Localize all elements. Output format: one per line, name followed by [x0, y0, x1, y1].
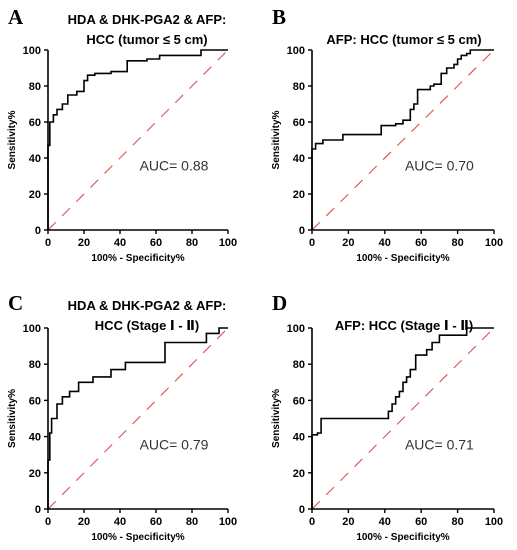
- panel-b: B AFP: HCC (tumor ≤ 5 cm) 0 20 40 60 80 100 0 20 4…: [271, 5, 503, 264]
- x-tick-label: 20: [342, 516, 354, 528]
- y-tick-label: 0: [299, 504, 305, 516]
- x-axis-label: 100% - Specificity%: [356, 253, 449, 264]
- panel-title-line: HDA & DHK-PGA2 & AFP:: [68, 298, 227, 313]
- x-tick-label: 40: [379, 516, 391, 528]
- auc-annotation: AUC= 0.79: [140, 436, 209, 452]
- y-axis-label: Sensitivity%: [7, 110, 18, 169]
- y-tick-label: 20: [293, 468, 305, 480]
- y-tick-label: 80: [293, 359, 305, 371]
- reference-diagonal: [47, 327, 229, 510]
- y-axis-label: Sensitivity%: [7, 389, 18, 448]
- x-tick-label: 40: [114, 237, 126, 249]
- reference-diagonal: [47, 49, 229, 231]
- roc-curve: [47, 327, 228, 509]
- y-tick-label: 100: [23, 323, 41, 335]
- auc-annotation: AUC= 0.71: [405, 436, 474, 452]
- panel-letter: A: [8, 5, 24, 29]
- x-tick-label: 0: [309, 516, 315, 528]
- panel-letter: D: [272, 291, 287, 315]
- panel-title-line: AFP: HCC (tumor ≤ 5 cm): [326, 32, 481, 47]
- y-axis-label: Sensitivity%: [271, 389, 282, 448]
- y-tick-label: 20: [29, 468, 41, 480]
- x-tick-label: 100: [485, 237, 503, 249]
- x-tick-label: 0: [45, 237, 51, 249]
- reference-diagonal: [311, 49, 495, 231]
- x-tick-label: 20: [78, 237, 90, 249]
- x-axis-label: 100% - Specificity%: [91, 532, 184, 543]
- x-tick-label: 100: [219, 237, 237, 249]
- y-axis-label: Sensitivity%: [271, 110, 282, 169]
- panel-c: C HDA & DHK-PGA2 & AFP: HCC (Stage Ⅰ - Ⅱ) 0…: [7, 291, 237, 543]
- x-tick-label: 60: [150, 237, 162, 249]
- y-tick-label: 40: [293, 432, 305, 444]
- y-tick-label: 60: [293, 117, 305, 129]
- x-tick-label: 80: [451, 237, 463, 249]
- auc-annotation: AUC= 0.70: [405, 158, 474, 174]
- y-tick-label: 40: [29, 432, 41, 444]
- y-tick-label: 40: [29, 153, 41, 165]
- x-axis-label: 100% - Specificity%: [356, 532, 449, 543]
- y-tick-label: 80: [293, 81, 305, 93]
- panel-d: D AFP: HCC (Stage Ⅰ - Ⅱ) 0 20 40 60 80 100 0 20 40…: [271, 291, 503, 543]
- roc-curve: [47, 49, 228, 230]
- x-axis-label: 100% - Specificity%: [91, 253, 184, 264]
- x-tick-label: 40: [114, 516, 126, 528]
- y-tick-label: 80: [29, 359, 41, 371]
- panel-title-line: HDA & DHK-PGA2 & AFP:: [68, 12, 227, 27]
- y-tick-label: 80: [29, 81, 41, 93]
- y-tick-label: 40: [293, 153, 305, 165]
- x-tick-label: 80: [451, 516, 463, 528]
- x-tick-label: 100: [219, 516, 237, 528]
- x-tick-label: 60: [415, 516, 427, 528]
- x-tick-label: 20: [78, 516, 90, 528]
- x-tick-label: 60: [150, 516, 162, 528]
- y-tick-label: 100: [287, 45, 305, 57]
- y-tick-label: 100: [287, 323, 305, 335]
- y-tick-label: 60: [29, 395, 41, 407]
- panel-title-line: HCC (tumor ≤ 5 cm): [86, 32, 207, 47]
- x-tick-label: 0: [45, 516, 51, 528]
- y-tick-label: 0: [35, 504, 41, 516]
- y-tick-label: 0: [35, 225, 41, 237]
- roc-curve: [311, 49, 494, 230]
- y-tick-label: 20: [29, 189, 41, 201]
- panel-letter: B: [272, 5, 286, 29]
- roc-curve: [311, 327, 494, 509]
- y-tick-label: 100: [23, 45, 41, 57]
- x-tick-label: 0: [309, 237, 315, 249]
- y-tick-label: 0: [299, 225, 305, 237]
- x-tick-label: 40: [379, 237, 391, 249]
- y-tick-label: 20: [293, 189, 305, 201]
- y-tick-label: 60: [293, 395, 305, 407]
- reference-diagonal: [311, 327, 495, 510]
- panel-title-line: AFP: HCC (Stage Ⅰ - Ⅱ): [335, 318, 473, 333]
- auc-annotation: AUC= 0.88: [140, 158, 209, 174]
- panel-title-line: HCC (Stage Ⅰ - Ⅱ): [95, 318, 199, 333]
- panel-letter: C: [8, 291, 23, 315]
- x-tick-label: 100: [485, 516, 503, 528]
- x-tick-label: 80: [186, 516, 198, 528]
- x-tick-label: 60: [415, 237, 427, 249]
- x-tick-label: 80: [186, 237, 198, 249]
- panel-a: A HDA & DHK-PGA2 & AFP: HCC (tumor ≤ 5 cm)…: [7, 5, 237, 264]
- x-tick-label: 20: [342, 237, 354, 249]
- y-tick-label: 60: [29, 117, 41, 129]
